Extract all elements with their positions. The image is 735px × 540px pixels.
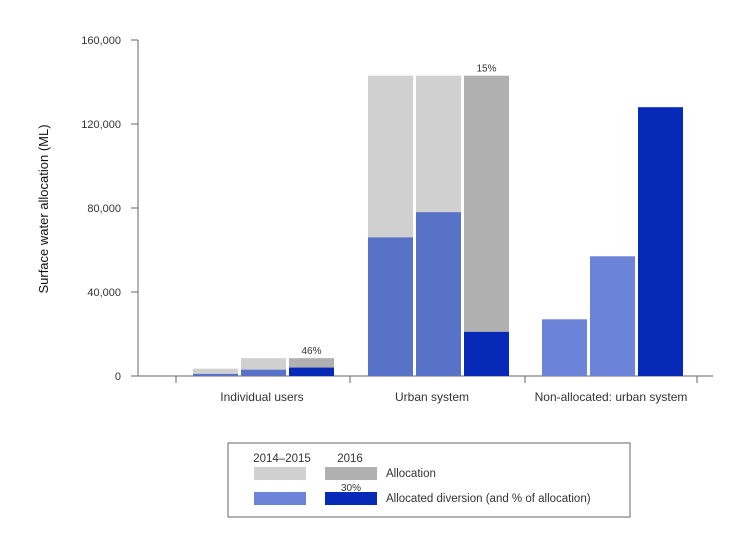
legend-swatch xyxy=(254,492,306,505)
legend-swatch xyxy=(325,492,377,505)
legend-period-label: 2014–2015 xyxy=(253,453,311,465)
y-tick-label: 40,000 xyxy=(87,287,121,299)
y-tick-label: 0 xyxy=(115,371,121,383)
legend-label: Allocated diversion (and % of allocation… xyxy=(386,493,591,505)
diversion-bar xyxy=(368,237,413,376)
y-tick-label: 160,000 xyxy=(81,35,121,47)
diversion-bar xyxy=(193,373,238,376)
x-category-label: Non-allocated: urban system xyxy=(535,390,688,404)
percent-label: 46% xyxy=(301,346,321,357)
diversion-bar xyxy=(638,107,683,376)
allocation-bar xyxy=(193,368,238,376)
diversion-bar xyxy=(542,319,587,376)
legend-swatch xyxy=(325,467,377,480)
legend: 2014–2015 2016 Allocation 30% Allocated dive… xyxy=(227,442,631,518)
percent-label: 15% xyxy=(476,64,496,75)
x-category-label: Urban system xyxy=(395,390,469,404)
allocation-bar xyxy=(464,75,509,376)
legend-swatch-annotation: 30% xyxy=(341,483,361,494)
plot-area: 0 40,000 80,000 120,000 160,000 46% 15% Individ… xyxy=(81,35,713,404)
legend-label: Allocation xyxy=(386,468,436,480)
diversion-bar xyxy=(464,331,509,376)
legend-swatch xyxy=(254,467,306,480)
y-tick-label: 120,000 xyxy=(81,119,121,131)
y-axis-title: Surface water allocation (ML) xyxy=(36,124,51,293)
legend-period-label: 2016 xyxy=(337,453,363,465)
y-tick-label: 80,000 xyxy=(87,203,121,215)
diversion-bar xyxy=(289,367,334,376)
diversion-bar xyxy=(416,212,461,376)
x-category-label: Individual users xyxy=(220,390,303,404)
diversion-bar xyxy=(590,256,635,376)
diversion-bar xyxy=(241,369,286,376)
